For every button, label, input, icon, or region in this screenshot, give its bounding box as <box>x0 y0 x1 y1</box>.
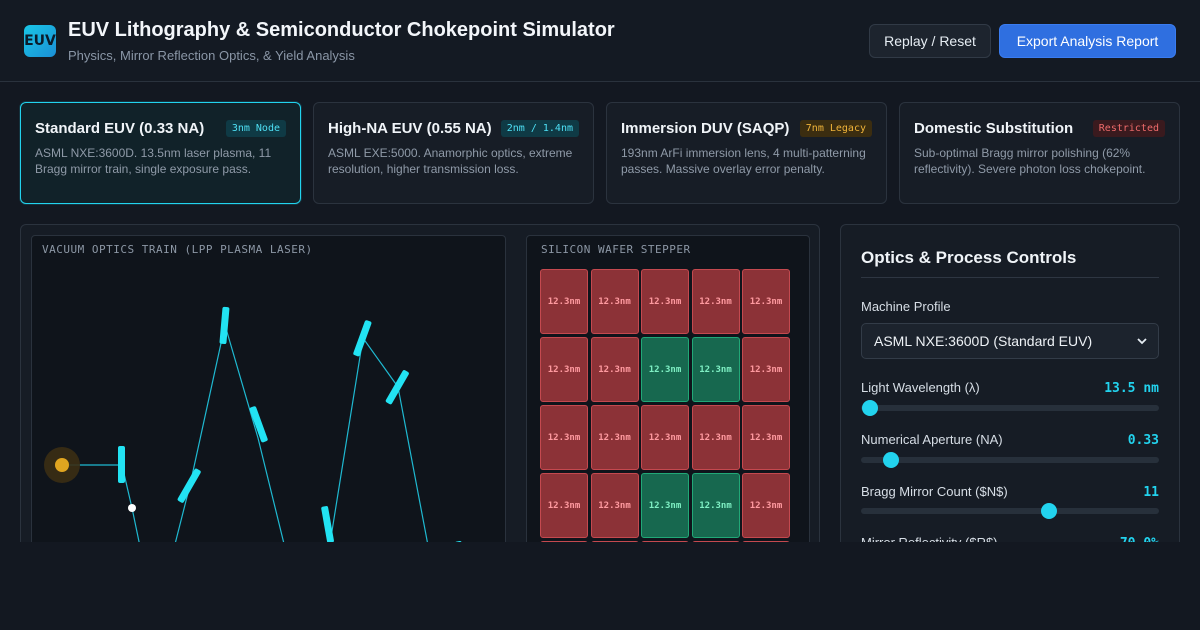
scenario-card-high-na-euv[interactable]: High-NA EUV (0.55 NA) 2nm / 1.4nm ASML E… <box>313 102 594 204</box>
export-report-button[interactable]: Export Analysis Report <box>999 24 1176 58</box>
scenario-description: ASML EXE:5000. Anamorphic optics, extrem… <box>328 146 573 176</box>
wafer-die-fail: 12.3nm <box>540 269 588 334</box>
scenario-description: Sub-optimal Bragg mirror polishing (62% … <box>914 146 1146 176</box>
wavelength-value: 13.5 nm <box>1104 381 1159 396</box>
wafer-die-fail: 12.3nm <box>590 269 639 334</box>
wafer-die-pass: 12.3nm <box>641 473 689 538</box>
wafer-die-fail: 12.3nm <box>691 405 740 470</box>
wavelength-slider-handle[interactable] <box>861 400 878 416</box>
mirror-5 <box>321 506 334 544</box>
wafer-die-fail: 12.3nm <box>742 405 790 470</box>
machine-profile-label: Machine Profile <box>861 299 951 314</box>
wavelength-label: Light Wavelength (λ) <box>861 380 980 395</box>
app-logo: EUV <box>24 25 56 57</box>
optics-beam-diagram <box>44 306 468 554</box>
app-header: EUV EUV Lithography & Semiconductor Chok… <box>0 0 1200 82</box>
optics-train-canvas <box>31 235 506 555</box>
scenario-title: Immersion DUV (SAQP) <box>621 119 790 137</box>
wafer-die-fail: 12.3nm <box>540 405 588 470</box>
laser-beam-path <box>62 324 431 554</box>
scenario-description: ASML NXE:3600D. 13.5nm laser plasma, 11 … <box>35 146 272 176</box>
mirror-count-slider[interactable] <box>861 503 1159 519</box>
controls-divider <box>861 277 1159 278</box>
scenario-status-badge: Restricted <box>1092 119 1165 137</box>
scenario-node-badge: 3nm Node <box>225 119 286 137</box>
mirror-count-label: Bragg Mirror Count ($N$) <box>861 484 1008 499</box>
page-title: EUV Lithography & Semiconductor Chokepoi… <box>68 19 615 41</box>
scenario-title: Domestic Substitution <box>914 119 1074 137</box>
plasma-source-icon <box>55 458 69 472</box>
wafer-die-pass: 12.3nm <box>691 337 740 402</box>
numerical-aperture-value: 0.33 <box>1127 433 1159 448</box>
replay-reset-button[interactable]: Replay / Reset <box>869 24 991 58</box>
wafer-die-fail: 12.3nm <box>590 337 639 402</box>
page-subtitle: Physics, Mirror Reflection Optics, & Yie… <box>68 48 355 63</box>
scenario-card-domestic-substitution[interactable]: Domestic Substitution Restricted Sub-opt… <box>899 102 1180 204</box>
wafer-die-fail: 12.3nm <box>540 473 588 538</box>
wafer-die-fail: 12.3nm <box>641 405 689 470</box>
wafer-die-pass: 12.3nm <box>641 337 689 402</box>
wavelength-slider[interactable] <box>861 400 1159 416</box>
numerical-aperture-label: Numerical Aperture (NA) <box>861 432 1003 447</box>
mirror-7 <box>385 370 409 405</box>
wafer-die-fail: 12.3nm <box>742 473 790 538</box>
numerical-aperture-slider-handle[interactable] <box>882 452 899 468</box>
mirror-3 <box>219 306 230 345</box>
wafer-die-pass: 12.3nm <box>691 473 740 538</box>
mirror-count-value: 11 <box>1143 485 1159 500</box>
wafer-die-fail: 12.3nm <box>742 337 790 402</box>
controls-title: Optics & Process Controls <box>861 248 1077 267</box>
scenario-card-immersion-duv[interactable]: Immersion DUV (SAQP) 7nm Legacy 193nm Ar… <box>606 102 887 204</box>
mirror-4 <box>249 406 268 443</box>
wafer-die-fail: 12.3nm <box>641 269 689 334</box>
scenario-title: Standard EUV (0.33 NA) <box>35 119 205 137</box>
machine-profile-value: ASML NXE:3600D (Standard EUV) <box>874 333 1093 349</box>
wafer-die-fail: 12.3nm <box>590 473 639 538</box>
wafer-die-fail: 12.3nm <box>540 337 588 402</box>
controls-panel <box>840 224 1180 554</box>
scenario-card-standard-euv[interactable]: Standard EUV (0.33 NA) 3nm Node ASML NXE… <box>20 102 301 204</box>
machine-profile-select[interactable]: ASML NXE:3600D (Standard EUV) <box>861 323 1159 359</box>
wafer-die-fail: 12.3nm <box>691 269 740 334</box>
mirror-count-slider-handle[interactable] <box>1040 503 1057 519</box>
mirror-1 <box>118 446 125 483</box>
scenario-description: 193nm ArFi immersion lens, 4 multi-patte… <box>621 146 866 176</box>
mirror-2 <box>177 468 201 503</box>
bragg-mirrors <box>118 306 468 554</box>
scenario-node-badge: 7nm Legacy <box>799 119 872 137</box>
wafer-die-fail: 12.3nm <box>742 269 790 334</box>
wafer-panel-label: SILICON WAFER STEPPER <box>541 243 691 256</box>
page-background <box>0 542 1200 630</box>
chevron-down-icon <box>1137 338 1147 345</box>
scenario-title: High-NA EUV (0.55 NA) <box>328 119 492 137</box>
scenario-node-badge: 2nm / 1.4nm <box>500 119 579 137</box>
tin-droplet-icon <box>128 504 136 512</box>
numerical-aperture-slider[interactable] <box>861 452 1159 468</box>
mirror-6 <box>353 320 372 357</box>
optics-panel-label: VACUUM OPTICS TRAIN (LPP PLASMA LASER) <box>42 243 313 256</box>
wafer-die-fail: 12.3nm <box>590 405 639 470</box>
